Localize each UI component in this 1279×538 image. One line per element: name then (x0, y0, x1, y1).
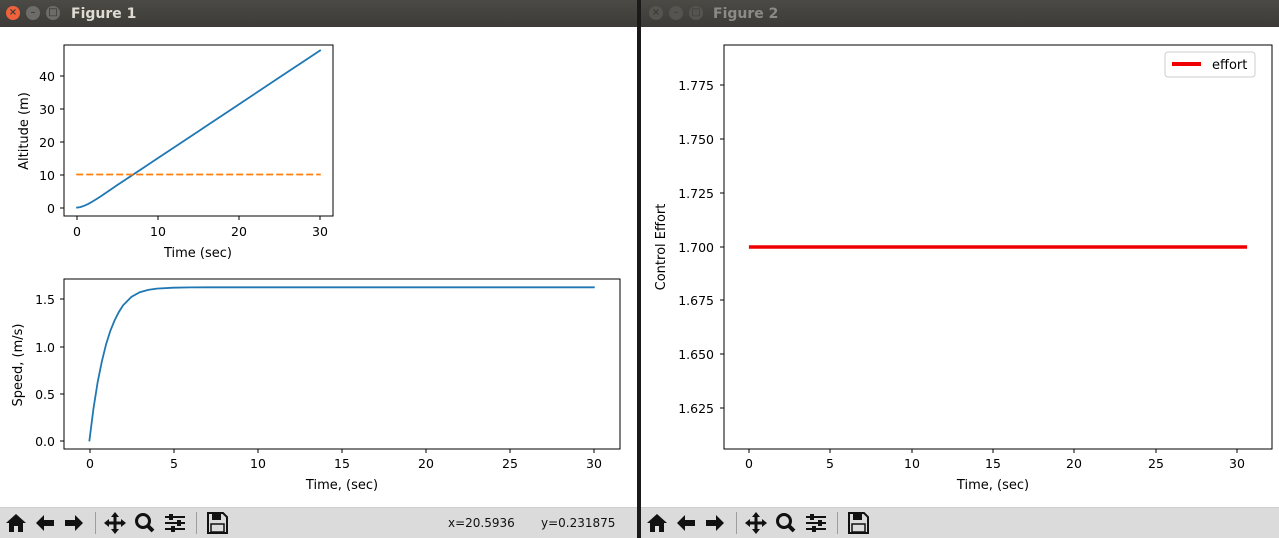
speed-axes-frame (63, 278, 621, 450)
y-tick-label: 1.5 (35, 292, 55, 307)
y-axis-label: Altitude (m) (17, 92, 32, 170)
altitude-y-ticks: 0 10 20 30 40 (39, 69, 64, 216)
pan-icon[interactable] (102, 511, 128, 535)
effort-x-ticks: 0 5 10 15 20 25 30 (745, 449, 1245, 471)
figure1-window: × – □ Figure 1 0 10 20 30 (0, 0, 637, 538)
y-tick-label: 20 (39, 135, 55, 150)
back-arrow-icon[interactable] (32, 511, 58, 535)
speed-axes: 0 5 10 15 20 25 30 0.0 0.5 1.0 1.5 Time,… (11, 278, 621, 493)
x-tick-label: 5 (170, 456, 178, 471)
y-tick-label: 0.0 (35, 434, 55, 449)
x-tick-label: 15 (985, 456, 1001, 471)
x-axis-label: Time, (sec) (956, 478, 1029, 493)
altitude-line (76, 49, 322, 209)
x-tick-label: 25 (502, 456, 518, 471)
minimize-icon[interactable]: – (26, 6, 40, 20)
forward-arrow-icon[interactable] (702, 511, 728, 535)
window-divider (637, 0, 641, 538)
x-tick-label: 20 (231, 224, 247, 239)
effort-axes: 0 5 10 15 20 25 30 1.625 1.650 1.675 1.7… (654, 44, 1273, 493)
toolbar-separator (837, 512, 838, 534)
y-tick-label: 1.750 (678, 132, 714, 147)
y-tick-label: 1.0 (35, 340, 55, 355)
cursor-y-readout: y=0.231875 (541, 516, 616, 530)
figure1-canvas[interactable]: 0 10 20 30 0 10 20 30 40 Time (sec) Alti… (0, 27, 637, 507)
y-tick-label: 1.700 (678, 240, 714, 255)
home-icon[interactable] (644, 511, 670, 535)
y-tick-label: 1.650 (678, 347, 714, 362)
configure-subplots-icon[interactable] (803, 511, 829, 535)
x-tick-label: 30 (312, 224, 328, 239)
window-title: Figure 2 (713, 6, 779, 22)
y-tick-label: 1.625 (678, 401, 714, 416)
x-tick-label: 30 (1229, 456, 1245, 471)
speed-line (88, 286, 595, 442)
figure1-titlebar[interactable]: × – □ Figure 1 (0, 0, 637, 27)
maximize-icon[interactable]: □ (46, 6, 60, 20)
altitude-x-ticks: 0 10 20 30 (73, 216, 328, 239)
close-icon[interactable]: × (649, 6, 663, 20)
altitude-axes: 0 10 20 30 0 10 20 30 40 Time (sec) Alti… (17, 44, 334, 261)
y-tick-label: 1.725 (678, 186, 714, 201)
zoom-icon[interactable] (773, 511, 799, 535)
legend: effort (1164, 51, 1256, 78)
minimize-icon[interactable]: – (669, 6, 683, 20)
x-tick-label: 25 (1148, 456, 1164, 471)
x-tick-label: 10 (150, 224, 166, 239)
close-icon[interactable]: × (6, 6, 20, 20)
effort-y-ticks: 1.625 1.650 1.675 1.700 1.725 1.750 1.77… (678, 78, 724, 416)
x-tick-label: 20 (1066, 456, 1082, 471)
figure2-toolbar (641, 507, 1279, 538)
maximize-icon[interactable]: □ (689, 6, 703, 20)
pan-icon[interactable] (743, 511, 769, 535)
figure2-canvas[interactable]: 0 5 10 15 20 25 30 1.625 1.650 1.675 1.7… (641, 27, 1279, 507)
y-tick-label: 30 (39, 102, 55, 117)
legend-label: effort (1212, 58, 1247, 73)
cursor-x-readout: x=20.5936 (448, 516, 515, 530)
save-icon[interactable] (204, 511, 230, 535)
speed-y-ticks: 0.0 0.5 1.0 1.5 (35, 292, 64, 449)
speed-x-ticks: 0 5 10 15 20 25 30 (86, 449, 602, 471)
y-tick-label: 40 (39, 69, 55, 84)
legend-box (1164, 51, 1256, 78)
configure-subplots-icon[interactable] (162, 511, 188, 535)
y-tick-label: 1.775 (678, 78, 714, 93)
x-tick-label: 15 (334, 456, 350, 471)
y-tick-label: 0 (47, 201, 55, 216)
x-tick-label: 10 (904, 456, 920, 471)
x-tick-label: 0 (745, 456, 753, 471)
x-axis-label: Time (sec) (163, 246, 232, 261)
zoom-icon[interactable] (132, 511, 158, 535)
x-tick-label: 10 (250, 456, 266, 471)
speed-series (88, 286, 595, 442)
y-axis-label: Speed, (m/s) (11, 324, 26, 407)
forward-arrow-icon[interactable] (61, 511, 87, 535)
figure2-window: × – □ Figure 2 0 5 10 15 20 25 30 (641, 0, 1279, 538)
altitude-series (76, 49, 322, 209)
x-tick-label: 0 (73, 224, 81, 239)
y-axis-label: Control Effort (654, 204, 669, 291)
figure1-toolbar: x=20.5936 y=0.231875 (0, 507, 637, 538)
save-icon[interactable] (845, 511, 871, 535)
back-arrow-icon[interactable] (673, 511, 699, 535)
y-tick-label: 10 (39, 168, 55, 183)
toolbar-separator (95, 512, 96, 534)
x-tick-label: 20 (418, 456, 434, 471)
x-tick-label: 0 (86, 456, 94, 471)
home-icon[interactable] (3, 511, 29, 535)
figure2-titlebar[interactable]: × – □ Figure 2 (641, 0, 1279, 27)
toolbar-separator (736, 512, 737, 534)
x-tick-label: 30 (586, 456, 602, 471)
window-title: Figure 1 (71, 6, 137, 22)
x-axis-label: Time, (sec) (305, 478, 378, 493)
x-tick-label: 5 (826, 456, 834, 471)
y-tick-label: 1.675 (678, 293, 714, 308)
toolbar-separator (196, 512, 197, 534)
y-tick-label: 0.5 (35, 387, 55, 402)
